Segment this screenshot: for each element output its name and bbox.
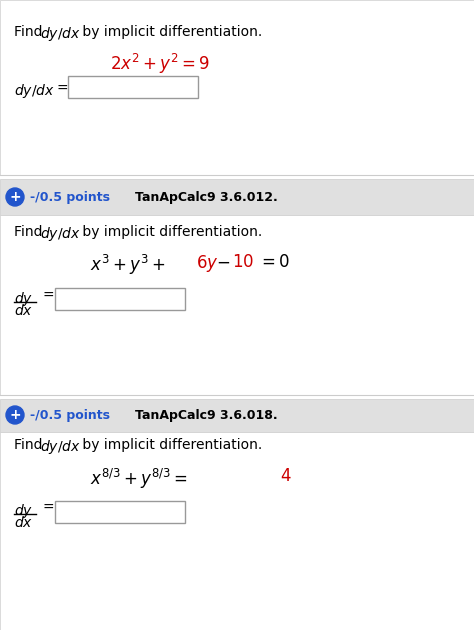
Text: $ = 0$: $ = 0$: [258, 253, 290, 271]
Text: $10$: $10$: [232, 253, 254, 271]
Text: TanApCalc9 3.6.018.: TanApCalc9 3.6.018.: [135, 408, 278, 421]
Text: by implicit differentiation.: by implicit differentiation.: [78, 25, 262, 39]
FancyBboxPatch shape: [0, 179, 474, 215]
Text: =: =: [42, 501, 54, 515]
Text: $dy/dx$: $dy/dx$: [40, 225, 81, 243]
Text: Find: Find: [14, 25, 47, 39]
Text: Find: Find: [14, 438, 47, 452]
Text: =: =: [57, 82, 69, 96]
Text: Find: Find: [14, 225, 47, 239]
Text: =: =: [42, 289, 54, 303]
Circle shape: [6, 188, 24, 206]
FancyBboxPatch shape: [0, 0, 474, 175]
Text: $6y$: $6y$: [196, 253, 219, 274]
Text: $\mathit{2x^2 + y^2 = 9}$: $\mathit{2x^2 + y^2 = 9}$: [110, 52, 210, 76]
Text: +: +: [9, 190, 21, 204]
Circle shape: [6, 406, 24, 424]
Bar: [68, 76, 198, 98]
Text: $4$: $4$: [280, 467, 292, 485]
Bar: [55, 501, 185, 523]
FancyBboxPatch shape: [0, 215, 474, 395]
Text: $x^3 + y^3 + $: $x^3 + y^3 + $: [90, 253, 165, 277]
Text: $x^{8/3} + y^{8/3} = $: $x^{8/3} + y^{8/3} = $: [90, 467, 188, 491]
Text: $dy/dx$: $dy/dx$: [40, 25, 81, 43]
FancyBboxPatch shape: [0, 432, 474, 630]
Text: $dx$: $dx$: [14, 303, 33, 318]
Text: $dy$: $dy$: [14, 290, 33, 308]
Text: $ - $: $ - $: [216, 253, 230, 271]
Text: -/0.5 points: -/0.5 points: [30, 408, 110, 421]
Bar: [55, 288, 185, 310]
Text: TanApCalc9 3.6.012.: TanApCalc9 3.6.012.: [135, 190, 278, 203]
Text: by implicit differentiation.: by implicit differentiation.: [78, 438, 262, 452]
FancyBboxPatch shape: [0, 399, 474, 432]
Text: $dx$: $dx$: [14, 515, 33, 530]
Text: $dy/dx$: $dy/dx$: [40, 438, 81, 456]
Text: -/0.5 points: -/0.5 points: [30, 190, 110, 203]
Text: by implicit differentiation.: by implicit differentiation.: [78, 225, 262, 239]
Text: $dy$: $dy$: [14, 502, 33, 520]
Text: +: +: [9, 408, 21, 422]
Text: $dy/dx$: $dy/dx$: [14, 82, 55, 100]
